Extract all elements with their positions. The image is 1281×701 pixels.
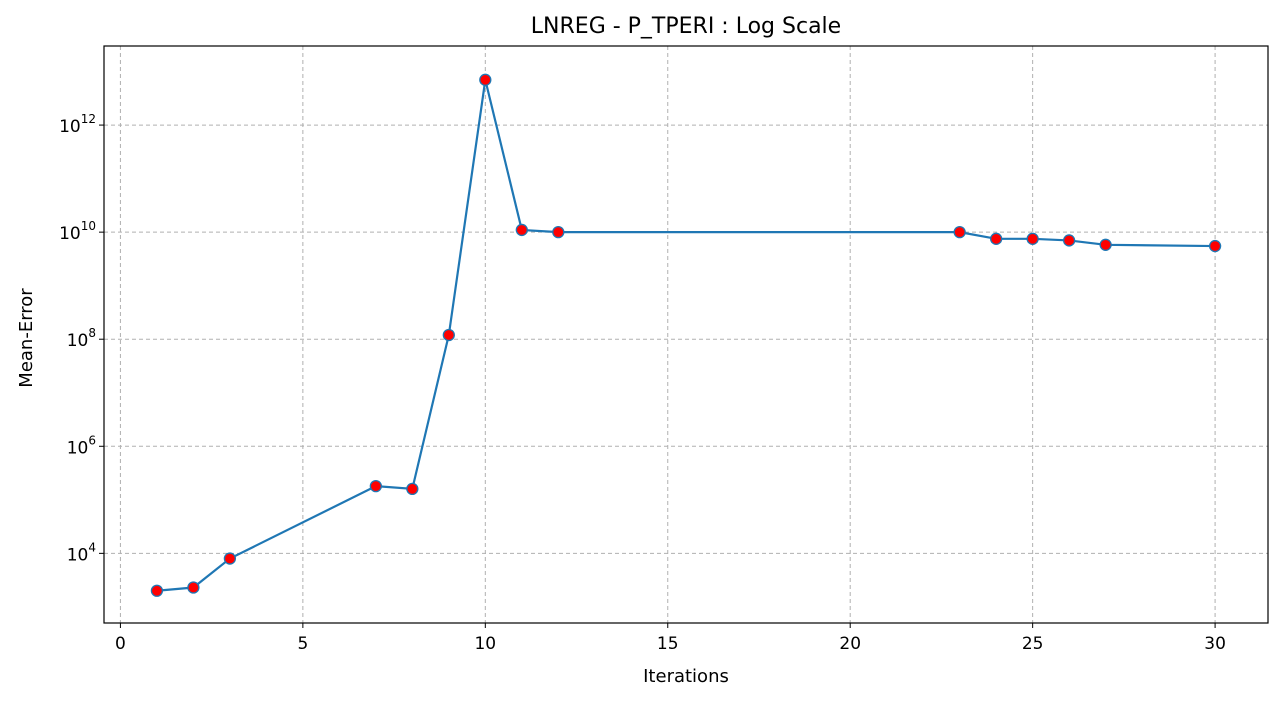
y-tick-label: 108: [67, 326, 96, 351]
data-point: [515, 223, 528, 237]
y-tick-label: 106: [67, 433, 96, 458]
y-axis-ticks: 104 106 108 1010 1012: [59, 112, 104, 565]
data-point: [369, 480, 382, 493]
series-layer: [150, 73, 1222, 597]
x-tick-label: 15: [657, 634, 679, 654]
data-point: [1062, 234, 1076, 247]
data-point: [552, 225, 565, 239]
y-tick-label: 1012: [59, 112, 96, 137]
data-point: [406, 482, 419, 496]
data-point: [1099, 238, 1112, 251]
x-tick-label: 10: [474, 634, 496, 654]
y-tick-label: 1010: [59, 219, 96, 244]
y-tick-label: 104: [67, 540, 96, 565]
data-point: [187, 581, 200, 594]
data-point: [223, 552, 237, 565]
data-point: [442, 328, 455, 342]
x-axis-label: Iterations: [643, 666, 729, 687]
data-point: [479, 73, 492, 86]
plot-frame: [103, 45, 1269, 624]
x-axis-ticks: 0 5 10 15 20 25 30: [115, 623, 1226, 654]
data-point: [1208, 239, 1222, 253]
x-tick-label: 0: [115, 634, 126, 654]
x-tick-label: 5: [297, 634, 308, 654]
x-tick-label: 25: [1022, 634, 1044, 654]
chart-title: LNREG - P_TPERI : Log Scale: [531, 14, 841, 39]
y-axis-label: Mean-Error: [16, 288, 37, 388]
data-point: [990, 232, 1003, 245]
x-tick-label: 30: [1204, 634, 1226, 654]
data-point: [1026, 232, 1039, 245]
data-point: [150, 584, 164, 597]
data-point: [953, 225, 966, 239]
x-tick-label: 20: [839, 634, 861, 654]
